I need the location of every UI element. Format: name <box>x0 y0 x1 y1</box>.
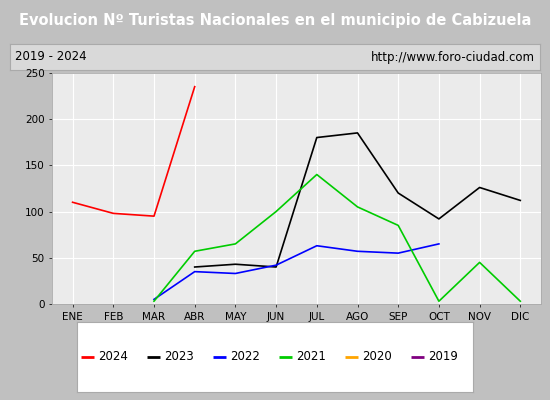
Text: 2020: 2020 <box>362 350 392 364</box>
Text: 2019 - 2024: 2019 - 2024 <box>15 50 87 64</box>
Text: 2023: 2023 <box>164 350 194 364</box>
Text: 2019: 2019 <box>428 350 458 364</box>
Text: http://www.foro-ciudad.com: http://www.foro-ciudad.com <box>371 50 535 64</box>
Text: 2022: 2022 <box>230 350 260 364</box>
Text: 2021: 2021 <box>296 350 326 364</box>
Text: Evolucion Nº Turistas Nacionales en el municipio de Cabizuela: Evolucion Nº Turistas Nacionales en el m… <box>19 14 531 28</box>
Text: 2024: 2024 <box>98 350 128 364</box>
